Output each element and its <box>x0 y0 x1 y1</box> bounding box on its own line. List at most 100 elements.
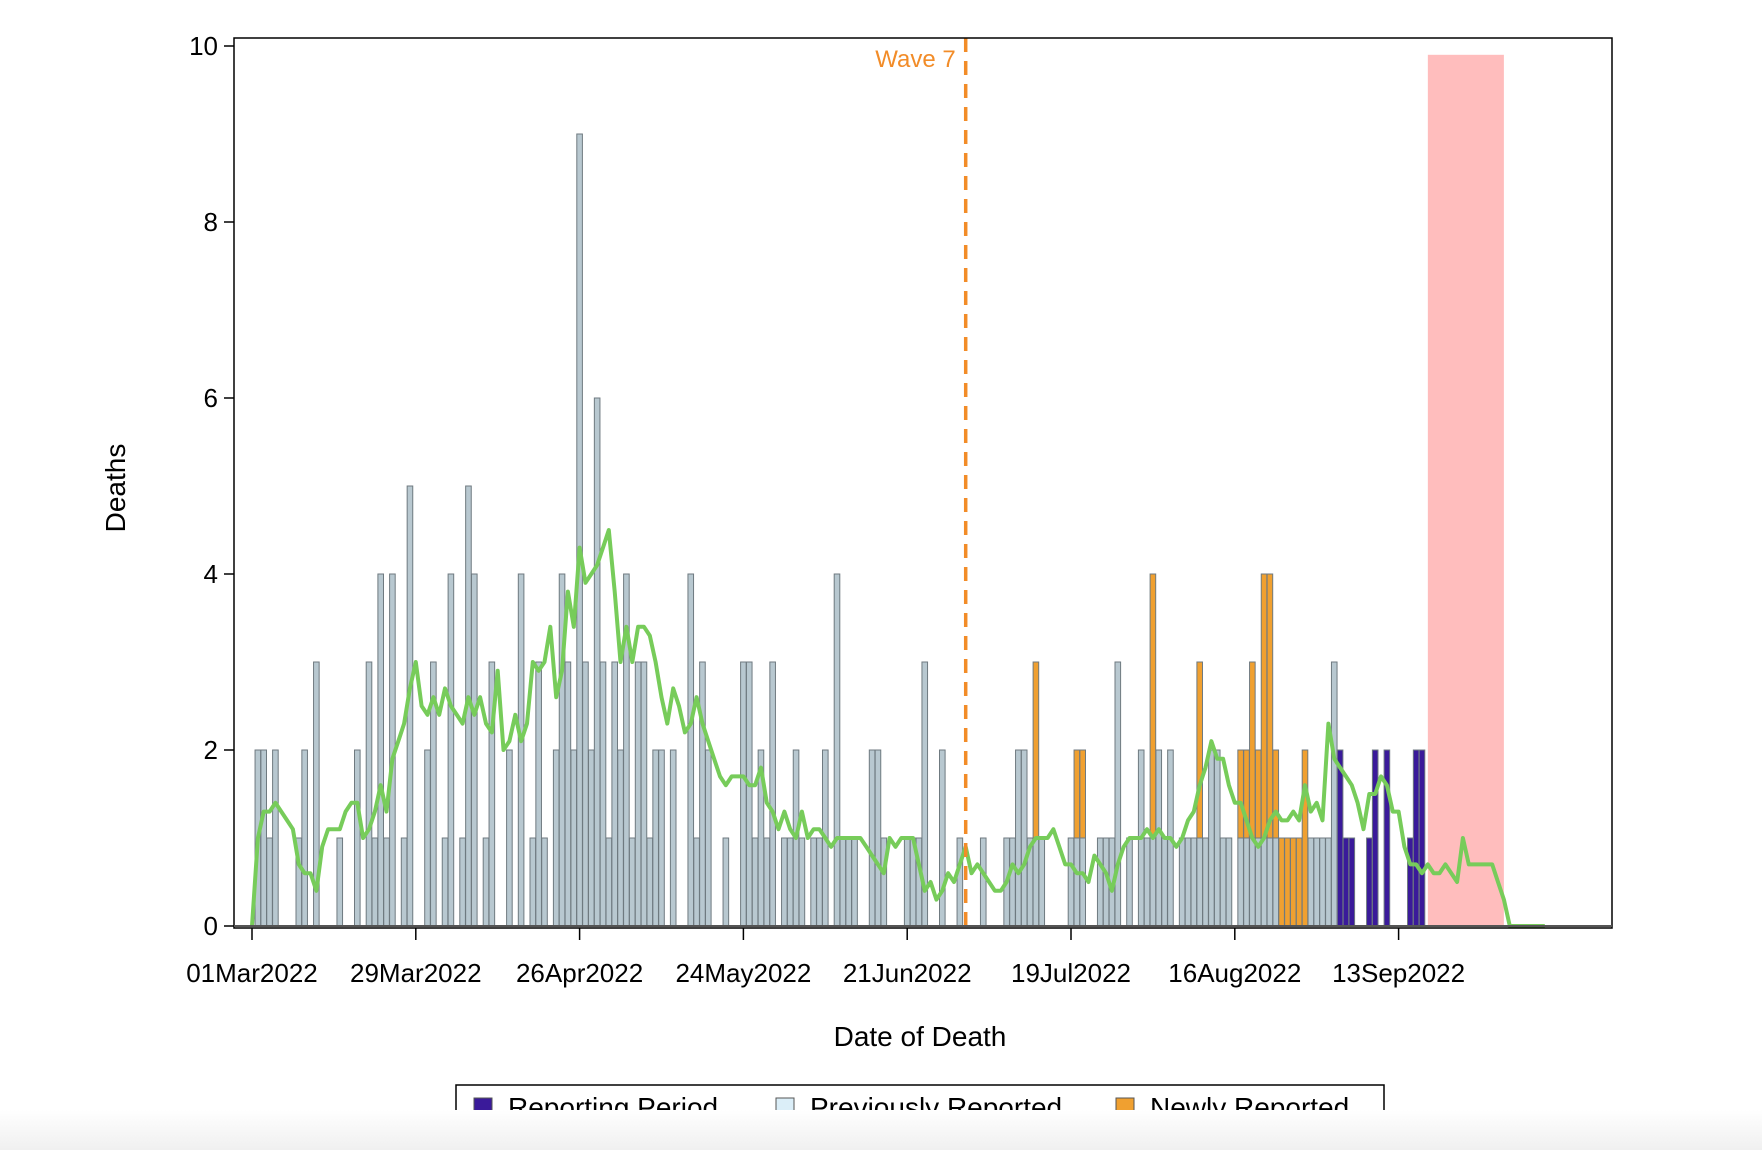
bar-previously-reported <box>1161 837 1168 927</box>
bar-previously-reported <box>576 133 583 927</box>
x-tick-label: 24May2022 <box>675 958 811 988</box>
page-bottom-fade <box>0 1110 1762 1150</box>
bar-previously-reported <box>722 837 730 927</box>
axes-group: 0 2 4 6 8 10 01Mar2022 29Mar2022 26Apr2022 24May2… <box>186 31 1613 988</box>
bar-previously-reported <box>1020 749 1028 927</box>
bar-reporting-period <box>1418 749 1426 927</box>
bar-previously-reported <box>336 837 344 927</box>
bar-previously-reported <box>1272 837 1280 927</box>
bar-previously-reported <box>1184 837 1192 927</box>
bar-newly-reported <box>1249 661 1256 839</box>
bar-previously-reported <box>371 837 379 927</box>
bar-previously-reported <box>1330 661 1338 927</box>
bar-newly-reported <box>1266 573 1274 839</box>
bar-previously-reported <box>646 837 654 927</box>
bar-previously-reported <box>471 573 478 927</box>
bar-previously-reported <box>272 749 279 927</box>
bar-previously-reported <box>1032 837 1040 927</box>
bar-previously-reported <box>1096 837 1104 927</box>
bar-previously-reported <box>1178 837 1186 927</box>
bar-previously-reported <box>705 749 712 927</box>
bar-previously-reported <box>798 837 806 927</box>
bar-previously-reported <box>1325 837 1332 927</box>
bar-previously-reported <box>740 661 747 927</box>
plot-frame <box>233 37 1613 929</box>
bar-previously-reported <box>693 837 700 927</box>
shaded-region-group <box>1427 54 1504 927</box>
bar-newly-reported <box>1278 837 1285 927</box>
x-tick-label: 26Apr2022 <box>516 958 643 988</box>
bar-previously-reported <box>529 837 537 927</box>
bar-previously-reported <box>1196 837 1204 927</box>
bar-previously-reported <box>868 749 876 927</box>
y-axis-label: Deaths <box>100 444 131 533</box>
bar-reporting-period <box>1348 837 1356 927</box>
bar-previously-reported <box>810 837 817 927</box>
y-tick-label: 2 <box>204 735 218 765</box>
bar-previously-reported <box>1067 837 1075 927</box>
y-tick-label: 6 <box>204 383 218 413</box>
bar-previously-reported <box>1313 837 1321 927</box>
bar-previously-reported <box>833 573 841 927</box>
bar-reporting-period <box>1336 749 1344 927</box>
bar-previously-reported <box>816 837 823 927</box>
bar-previously-reported <box>874 749 882 927</box>
bar-previously-reported <box>1254 837 1262 927</box>
bar-previously-reported <box>459 837 466 927</box>
bar-previously-reported <box>903 837 911 927</box>
bar-previously-reported <box>1143 837 1151 927</box>
bar-previously-reported <box>1009 837 1016 927</box>
bar-newly-reported <box>1237 749 1244 839</box>
bar-previously-reported <box>1202 837 1209 927</box>
bar-previously-reported <box>845 837 853 927</box>
bar-previously-reported <box>839 837 847 927</box>
bar-newly-reported <box>1254 749 1262 839</box>
bar-previously-reported <box>582 661 589 927</box>
bar-newly-reported <box>1149 573 1157 839</box>
bar-newly-reported <box>1079 749 1087 839</box>
bar-newly-reported <box>1295 837 1303 927</box>
bar-reporting-period <box>1383 749 1391 927</box>
bar-previously-reported <box>1237 837 1244 927</box>
bar-newly-reported <box>1290 837 1297 927</box>
bar-newly-reported <box>1272 749 1280 839</box>
bar-previously-reported <box>687 573 695 927</box>
bar-reporting-period <box>1371 749 1379 927</box>
y-tick-label: 0 <box>204 911 218 941</box>
bar-previously-reported <box>605 837 613 927</box>
bar-previously-reported <box>570 749 578 927</box>
x-tick-label: 19Jul2022 <box>1011 958 1131 988</box>
bar-previously-reported <box>593 397 601 927</box>
average-line-group <box>250 528 1545 928</box>
bar-previously-reported <box>669 749 677 927</box>
bar-previously-reported <box>617 749 624 927</box>
bar-newly-reported <box>1196 661 1204 839</box>
bar-newly-reported <box>1284 837 1291 927</box>
bar-previously-reported <box>424 749 431 927</box>
x-axis-label: Date of Death <box>834 1021 1007 1052</box>
moving-average-line <box>250 528 1545 928</box>
bar-previously-reported <box>658 749 665 927</box>
y-tick-label: 8 <box>204 207 218 237</box>
bar-previously-reported <box>979 837 987 927</box>
bar-previously-reported <box>383 837 390 927</box>
bar-previously-reported <box>377 573 384 927</box>
bar-previously-reported <box>939 749 946 927</box>
bar-previously-reported <box>611 661 619 927</box>
wave-line-group: Wave 7 <box>875 38 968 926</box>
bar-previously-reported <box>260 749 267 927</box>
bar-previously-reported <box>745 661 753 927</box>
bar-previously-reported <box>266 837 273 927</box>
bar-reporting-period <box>1366 837 1373 927</box>
bar-previously-reported <box>301 749 308 927</box>
bar-previously-reported <box>1208 749 1215 927</box>
bar-previously-reported <box>1079 837 1087 927</box>
bar-previously-reported <box>1073 837 1081 927</box>
bar-previously-reported <box>1219 837 1227 927</box>
bar-previously-reported <box>769 661 776 927</box>
bar-previously-reported <box>1249 837 1256 927</box>
bar-previously-reported <box>400 837 408 927</box>
bar-previously-reported <box>1307 837 1315 927</box>
bar-previously-reported <box>506 749 513 927</box>
